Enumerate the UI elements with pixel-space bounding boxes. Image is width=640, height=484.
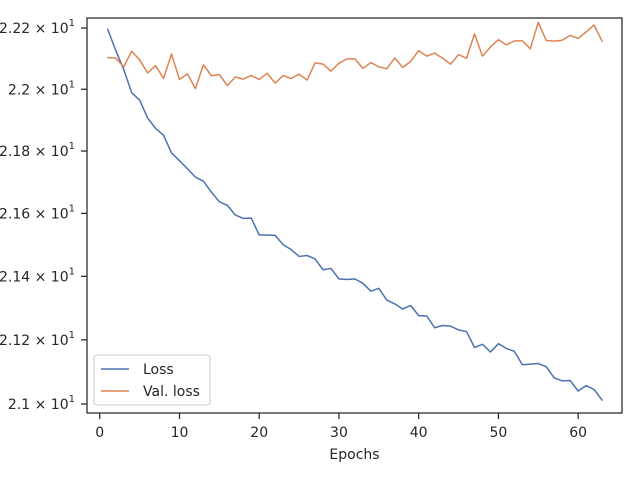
x-axis-label: Epochs <box>329 447 379 463</box>
series-line <box>106 21 603 90</box>
y-tick-label: 2.1 × 101 <box>8 394 75 413</box>
x-tick-label: 10 <box>171 425 189 441</box>
x-tick-label: 50 <box>490 425 508 441</box>
y-tick-label: 2.22 × 101 <box>0 18 75 37</box>
series-layer <box>106 21 603 401</box>
x-tick-label: 60 <box>569 425 587 441</box>
plot-area <box>87 18 622 413</box>
legend: Loss Val. loss <box>93 354 211 406</box>
series-line <box>106 28 603 401</box>
x-axis: 0 10 20 30 40 50 60 <box>95 413 587 441</box>
y-tick-label: 2.14 × 101 <box>0 266 75 285</box>
x-tick-label: 0 <box>95 425 104 441</box>
y-tick-label: 2.18 × 101 <box>0 141 75 160</box>
x-tick-label: 20 <box>250 425 268 441</box>
legend-box <box>93 354 211 406</box>
x-tick-label: 30 <box>330 425 348 441</box>
legend-label: Val. loss <box>143 384 200 400</box>
y-tick-label: 2.2 × 101 <box>8 79 75 98</box>
y-axis: 2.1 × 101 2.12 × 101 2.14 × 101 2.16 × 101 2… <box>0 18 87 413</box>
legend-label: Loss <box>143 362 174 378</box>
series-0 <box>106 28 603 401</box>
series-1 <box>106 21 603 90</box>
plot-frame <box>86 17 623 414</box>
y-tick-label: 2.12 × 101 <box>0 330 75 349</box>
x-tick-label: 40 <box>410 425 428 441</box>
y-tick-label: 2.16 × 101 <box>0 203 75 222</box>
